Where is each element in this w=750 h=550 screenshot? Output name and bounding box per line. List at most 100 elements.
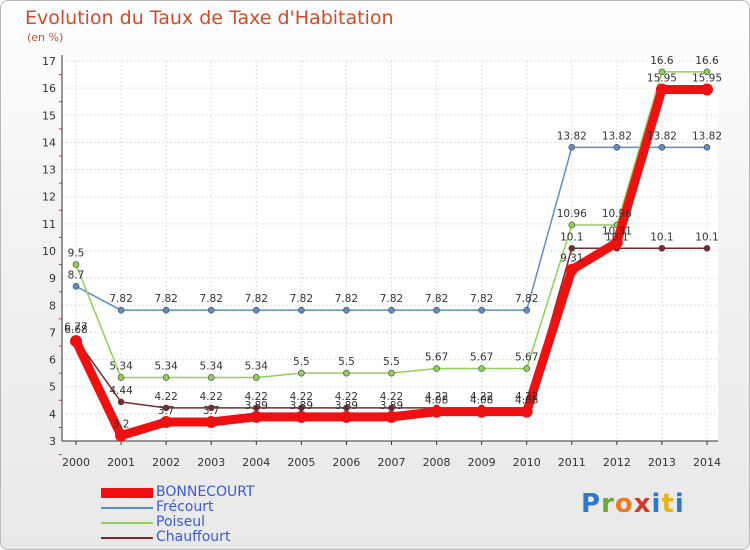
data-point-poiseul bbox=[252, 374, 260, 381]
proxiti-logo: Proxiti bbox=[581, 489, 685, 519]
data-point-frecourt bbox=[478, 306, 485, 314]
data-label-chauffourt: 4.22 bbox=[470, 391, 493, 403]
data-label-chauffourt: 10.1 bbox=[695, 231, 718, 243]
data-point-bonnecourt bbox=[565, 263, 578, 276]
y-tick-label: 13 bbox=[42, 164, 56, 177]
y-tick-label: 9 bbox=[49, 272, 56, 285]
data-point-bonnecourt bbox=[160, 416, 173, 428]
data-point-frecourt bbox=[298, 306, 305, 314]
data-label-chauffourt: 10.1 bbox=[560, 231, 583, 243]
data-label-frecourt: 13.82 bbox=[647, 130, 677, 142]
data-label-chauffourt: 4.44 bbox=[109, 385, 133, 397]
data-label-chauffourt: 4.22 bbox=[245, 391, 268, 403]
data-point-bonnecourt bbox=[430, 405, 443, 418]
y-tick-label: 15 bbox=[42, 109, 56, 122]
y-tick-label: 7 bbox=[49, 326, 56, 339]
data-point-chauffourt bbox=[117, 398, 125, 406]
data-label-poiseul: 5.34 bbox=[154, 360, 178, 372]
data-point-bonnecourt bbox=[340, 410, 353, 423]
data-point-bonnecourt bbox=[475, 405, 488, 418]
data-label-bonnecourt: 3.89 bbox=[335, 400, 358, 412]
data-label-chauffourt: 4.22 bbox=[154, 391, 177, 403]
data-label-bonnecourt: 15.95 bbox=[647, 73, 677, 85]
y-tick-label: 11 bbox=[42, 218, 56, 231]
data-point-poiseul bbox=[658, 68, 666, 76]
x-tick-label: 2013 bbox=[648, 456, 676, 469]
data-point-bonnecourt bbox=[655, 83, 668, 96]
data-point-poiseul bbox=[72, 261, 80, 268]
data-label-poiseul: 5.34 bbox=[245, 360, 269, 372]
x-tick-label: 2008 bbox=[423, 456, 451, 469]
data-label-frecourt: 7.82 bbox=[154, 293, 177, 305]
y-tick-label: 5 bbox=[49, 381, 56, 394]
x-tick-label: 2005 bbox=[287, 456, 315, 469]
data-point-chauffourt bbox=[207, 404, 215, 412]
data-label-bonnecourt: 3.89 bbox=[380, 400, 403, 412]
data-label-chauffourt: 4.22 bbox=[425, 391, 448, 403]
data-label-poiseul: 16.6 bbox=[650, 55, 674, 67]
legend-label-poiseul: Poiseul bbox=[156, 514, 206, 530]
legend-swatch-poiseul bbox=[101, 522, 153, 524]
data-point-frecourt bbox=[568, 144, 576, 151]
data-point-bonnecourt bbox=[385, 410, 398, 423]
data-label-bonnecourt: 4.08 bbox=[470, 395, 493, 407]
data-label-poiseul: 10.96 bbox=[557, 208, 587, 220]
legend-swatch-chauffourt bbox=[101, 537, 153, 539]
y-tick-label: 17 bbox=[42, 55, 56, 68]
data-point-bonnecourt bbox=[701, 83, 713, 96]
data-label-bonnecourt: 15.95 bbox=[692, 73, 722, 85]
chart-title: Evolution du Taux de Taxe d'Habitation bbox=[25, 7, 394, 29]
data-label-poiseul: 5.5 bbox=[338, 356, 355, 368]
data-label-bonnecourt: 3.89 bbox=[290, 400, 313, 412]
data-point-bonnecourt bbox=[205, 416, 218, 428]
x-tick-label: 2003 bbox=[197, 456, 225, 469]
data-label-bonnecourt: 4.08 bbox=[515, 395, 538, 407]
data-label-chauffourt: 4.22 bbox=[200, 391, 223, 403]
legend-label-chauffourt: Chauffourt bbox=[156, 529, 231, 545]
data-point-frecourt bbox=[613, 144, 621, 151]
data-label-frecourt: 13.82 bbox=[602, 130, 632, 142]
data-point-bonnecourt bbox=[70, 335, 82, 348]
data-label-poiseul: 5.5 bbox=[293, 356, 310, 368]
x-tick-label: 2009 bbox=[468, 456, 496, 469]
data-point-bonnecourt bbox=[610, 236, 623, 249]
data-label-frecourt: 7.82 bbox=[200, 293, 223, 305]
data-point-poiseul bbox=[478, 365, 485, 372]
data-point-bonnecourt bbox=[115, 429, 128, 442]
data-label-poiseul: 5.5 bbox=[383, 356, 400, 368]
data-label-frecourt: 8.7 bbox=[68, 269, 85, 281]
data-label-poiseul: 5.34 bbox=[200, 360, 224, 372]
y-tick-label: 6 bbox=[49, 354, 56, 367]
x-tick-label: 2004 bbox=[242, 456, 270, 469]
data-point-chauffourt bbox=[568, 244, 576, 252]
x-tick-label: 2002 bbox=[152, 456, 180, 469]
data-point-frecourt bbox=[252, 306, 260, 314]
data-label-poiseul: 5.67 bbox=[470, 352, 493, 364]
x-tick-label: 2014 bbox=[693, 456, 721, 469]
data-label-chauffourt: 4.22 bbox=[380, 391, 403, 403]
legend-label-frecourt: Frécourt bbox=[156, 499, 214, 515]
data-label-frecourt: 7.82 bbox=[109, 293, 132, 305]
y-tick-label: 4 bbox=[49, 408, 56, 421]
data-point-poiseul bbox=[162, 374, 170, 381]
data-label-bonnecourt: 9.31 bbox=[560, 253, 583, 265]
y-tick-label: 8 bbox=[49, 299, 56, 312]
data-label-bonnecourt: 6.68 bbox=[64, 324, 87, 336]
data-label-frecourt: 7.82 bbox=[470, 293, 493, 305]
x-tick-label: 2011 bbox=[558, 456, 586, 469]
data-point-poiseul bbox=[343, 369, 350, 377]
data-label-bonnecourt: 10.31 bbox=[602, 226, 632, 238]
data-point-frecourt bbox=[117, 306, 125, 314]
data-label-chauffourt: 4.22 bbox=[290, 391, 313, 403]
legend-label-bonnecourt: BONNECOURT bbox=[156, 484, 255, 500]
data-point-poiseul bbox=[388, 369, 395, 377]
data-label-bonnecourt: 3.2 bbox=[113, 419, 130, 431]
data-label-chauffourt: 10.1 bbox=[605, 231, 628, 243]
data-label-bonnecourt: 3.7 bbox=[203, 405, 220, 417]
data-point-poiseul bbox=[433, 365, 440, 372]
data-point-chauffourt bbox=[703, 244, 711, 252]
x-tick-label: 2012 bbox=[603, 456, 631, 469]
y-tick-label: 14 bbox=[42, 136, 56, 149]
